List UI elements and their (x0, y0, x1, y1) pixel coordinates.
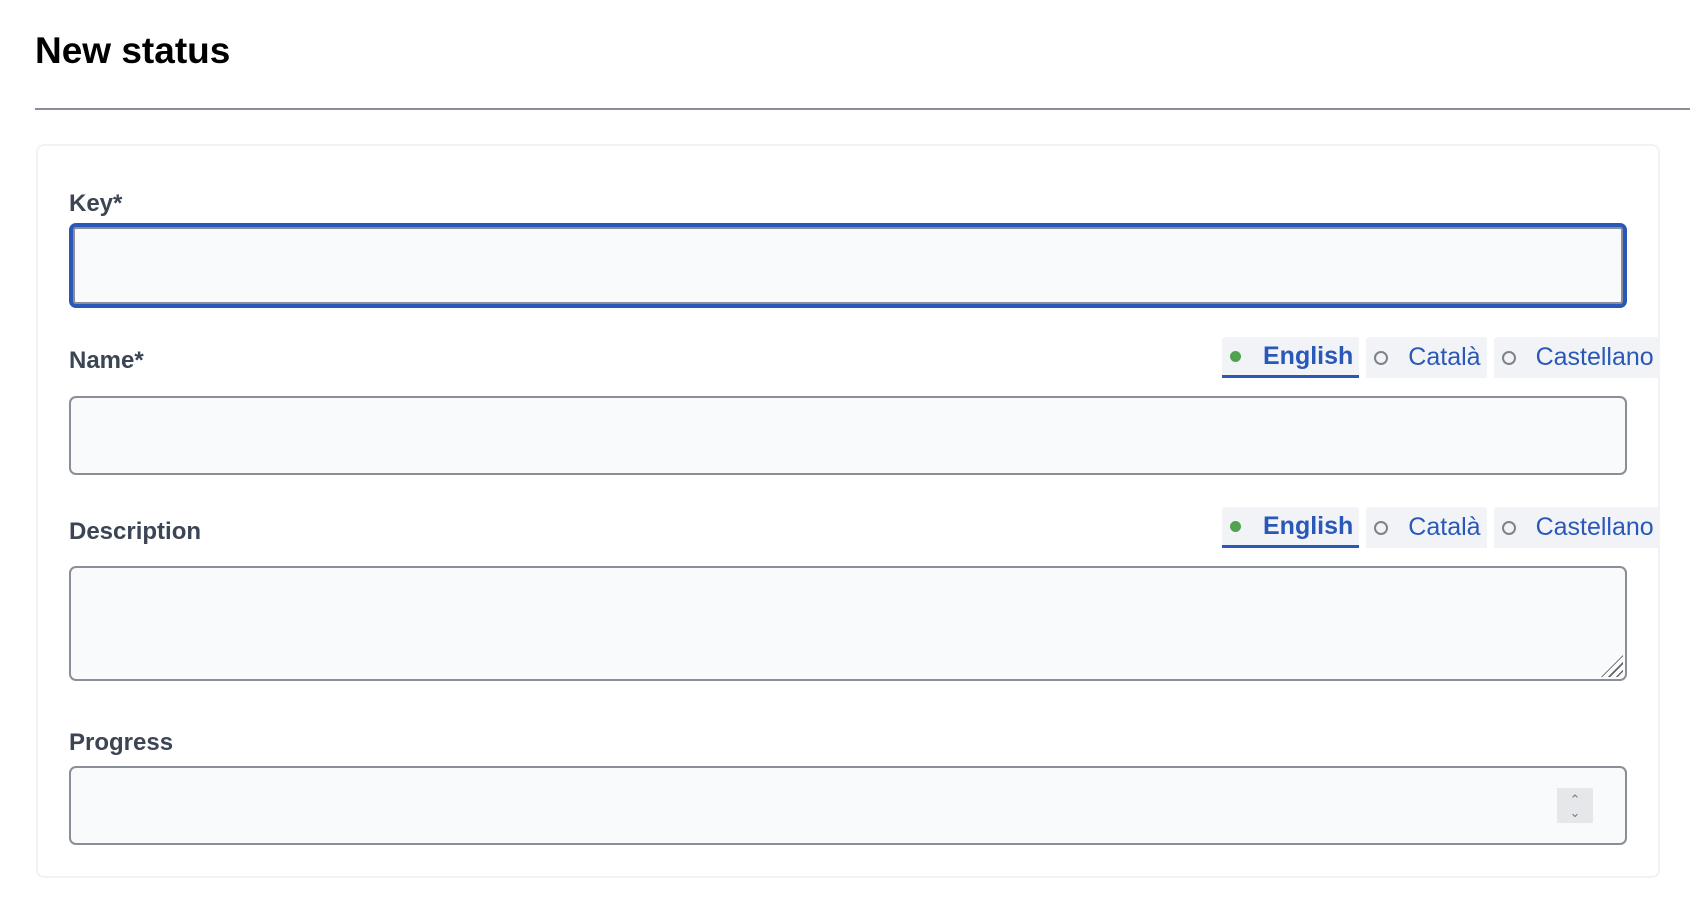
tab-label: Castellano (1535, 513, 1654, 541)
chevron-up-icon[interactable]: ⌃ (1569, 791, 1581, 807)
name-label: Name* (69, 347, 144, 374)
empty-circle-icon (1374, 350, 1389, 365)
description-tab-english[interactable]: English (1222, 507, 1360, 548)
description-tab-castellano[interactable]: Castellano (1493, 507, 1660, 548)
filled-dot-icon (1230, 350, 1241, 362)
tab-label: Castellano (1535, 343, 1654, 371)
tab-label: English (1263, 511, 1354, 540)
empty-circle-icon (1501, 520, 1516, 535)
description-label: Description (69, 518, 202, 545)
description-textarea[interactable] (69, 566, 1627, 681)
resize-handle-icon[interactable] (1601, 655, 1623, 677)
name-input[interactable] (69, 396, 1627, 475)
key-input[interactable] (69, 223, 1627, 308)
header-divider (35, 108, 1690, 110)
empty-circle-icon (1501, 350, 1516, 365)
tab-label: Català (1408, 513, 1481, 541)
description-language-tabs: English Català Castellano (1222, 507, 1660, 548)
progress-label: Progress (69, 729, 174, 756)
description-tab-catala[interactable]: Català (1366, 507, 1487, 548)
name-tab-castellano[interactable]: Castellano (1493, 337, 1660, 378)
name-tab-english[interactable]: English (1222, 337, 1360, 378)
number-stepper[interactable]: ⌃ ⌄ (1557, 788, 1593, 823)
chevron-down-icon[interactable]: ⌄ (1569, 804, 1581, 820)
filled-dot-icon (1230, 520, 1241, 532)
name-language-tabs: English Català Castellano (1222, 337, 1660, 378)
key-label: Key* (69, 190, 123, 217)
progress-input[interactable]: ⌃ ⌄ (69, 766, 1627, 845)
tab-label: English (1263, 341, 1354, 370)
empty-circle-icon (1374, 520, 1389, 535)
tab-label: Català (1408, 343, 1481, 371)
page-title: New status (35, 30, 231, 71)
name-tab-catala[interactable]: Català (1366, 337, 1487, 378)
